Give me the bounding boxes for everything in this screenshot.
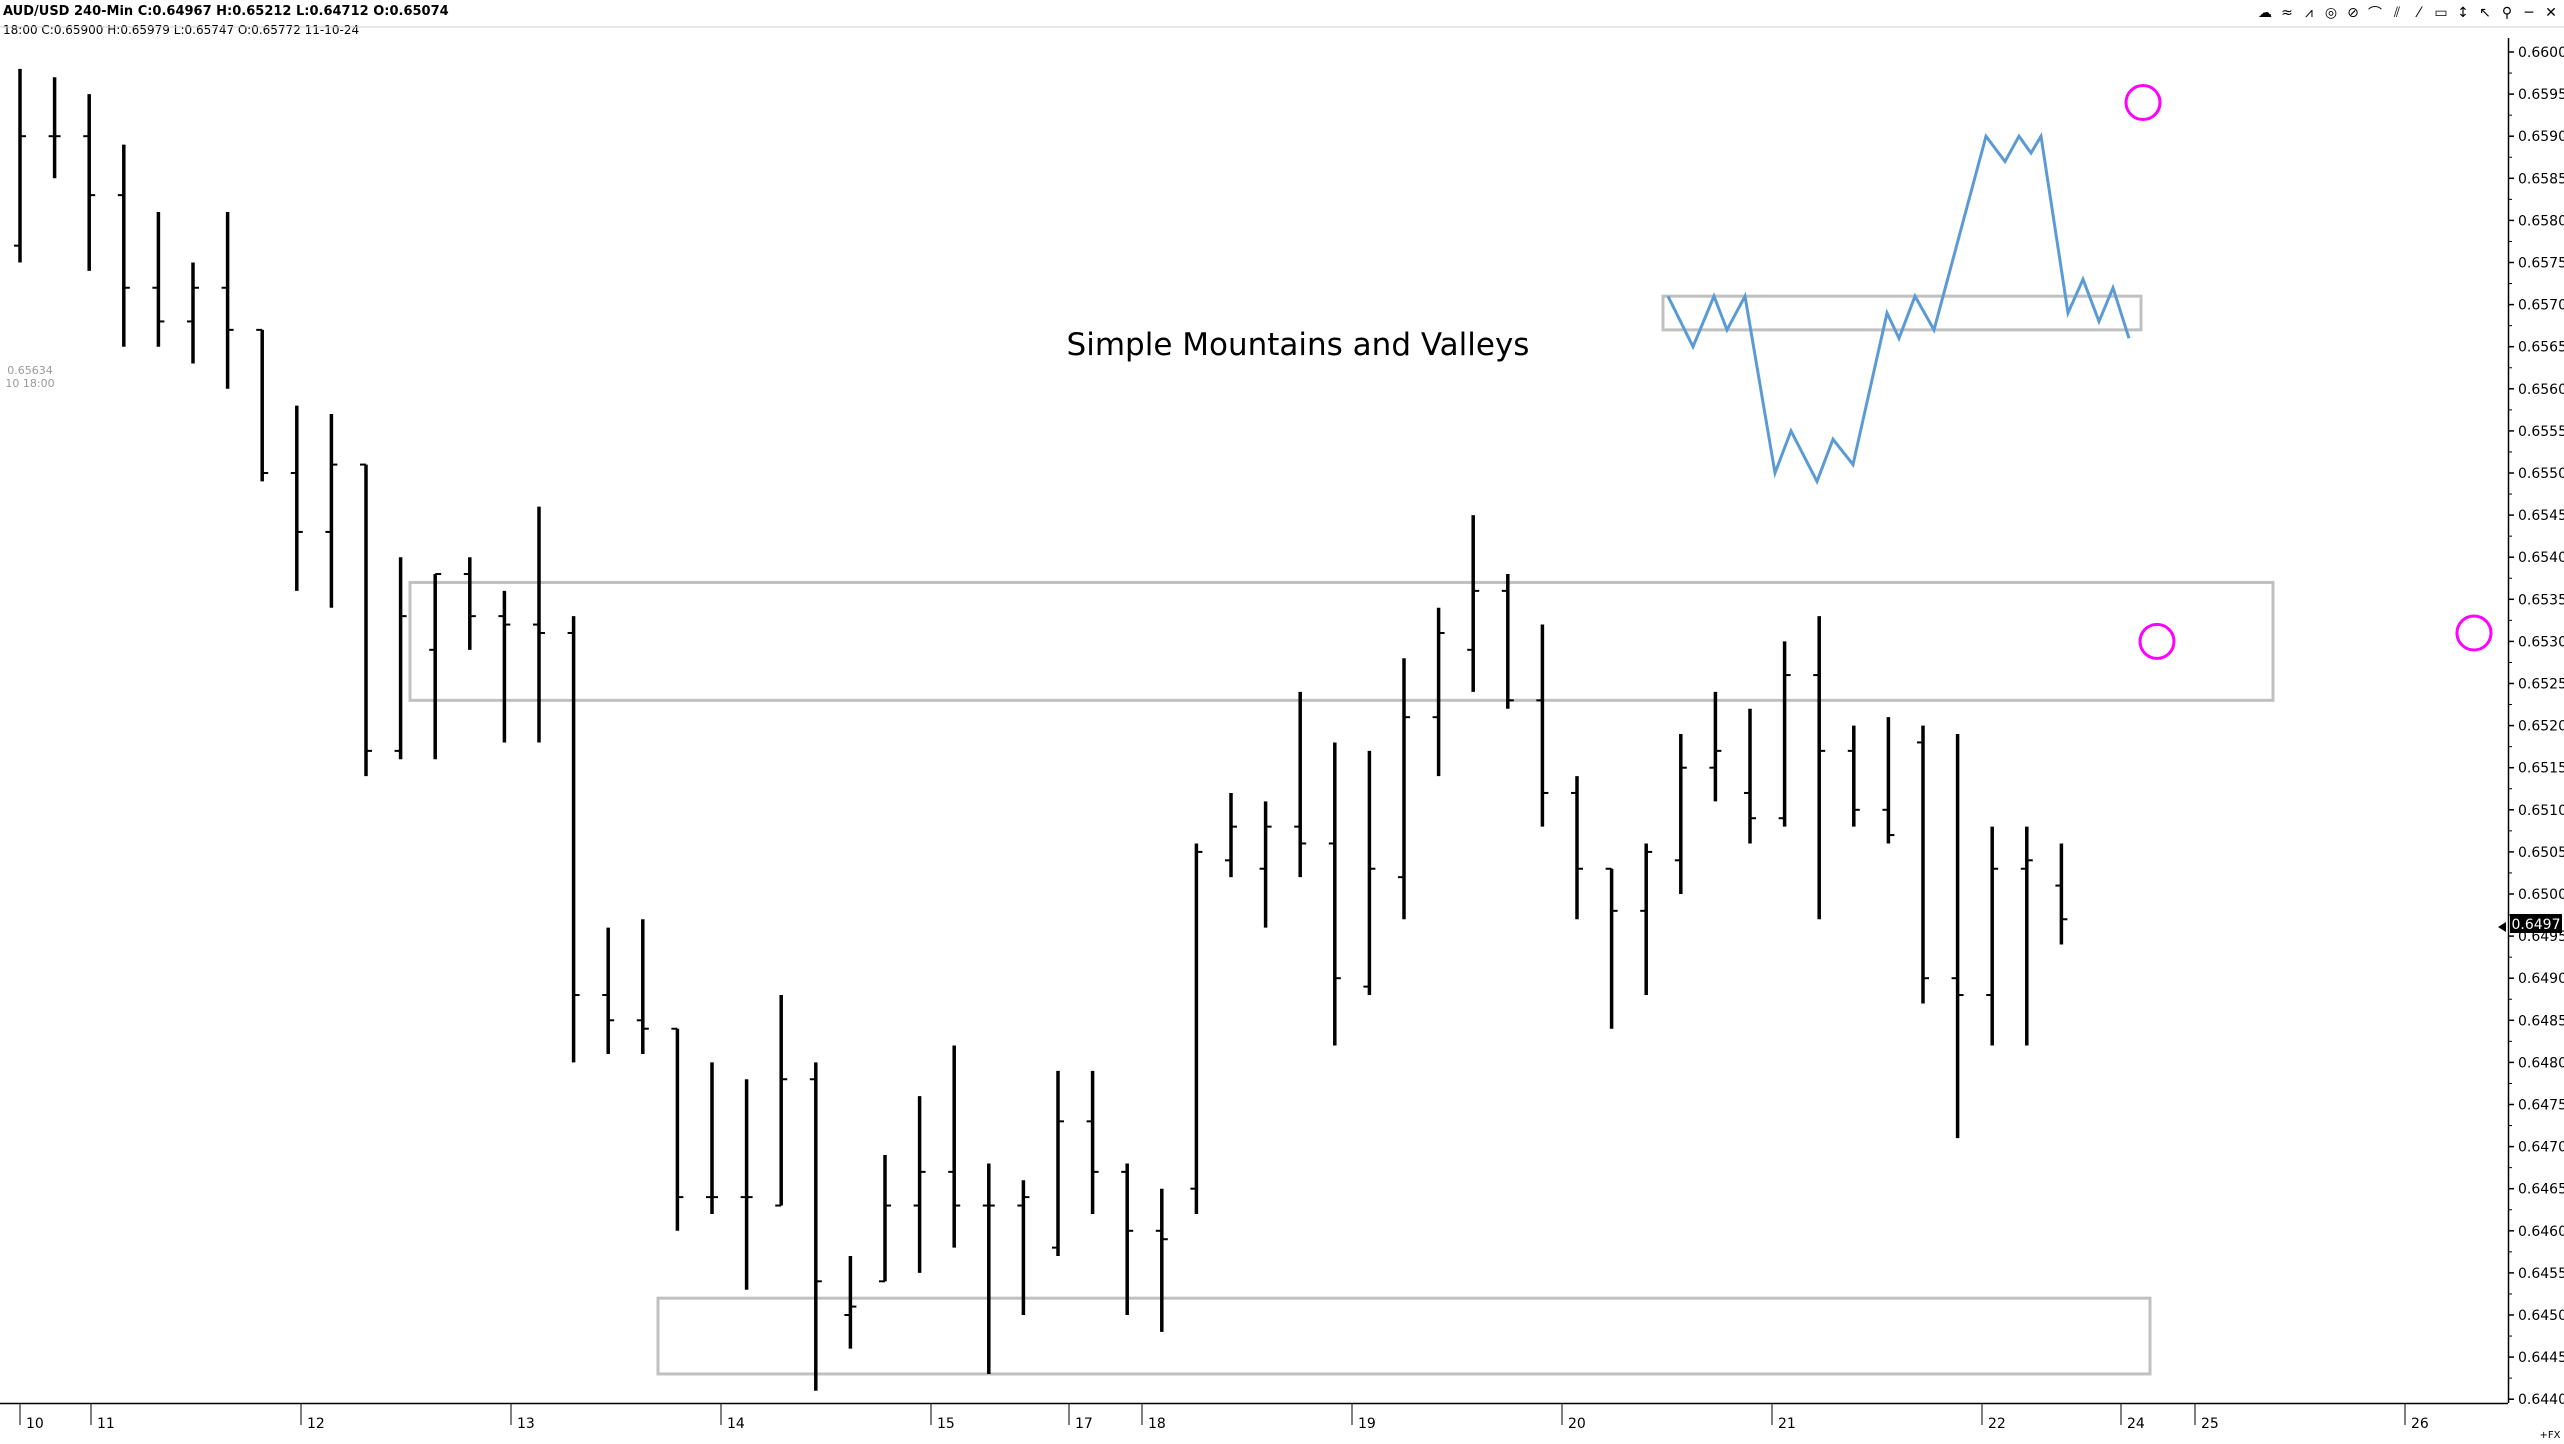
price-label: 0.6505 [2518,845,2564,861]
cursor-time-label: 10 18:00 [5,377,54,390]
price-label: 0.6470 [2518,1140,2564,1156]
pen-icon[interactable]: ⁄ [2417,5,2421,21]
price-label: 0.6440 [2518,1392,2564,1408]
current-price-label: 0.6497 [2512,917,2561,933]
time-label: 24 [2127,1416,2145,1432]
price-label: 0.6565 [2518,340,2564,356]
annotation-text: Simple Mountains and Valleys [1067,327,1530,363]
time-label: 11 [97,1416,115,1432]
symbol-info-line: AUD/USD 240-Min C:0.64967 H:0.65212 L:0.… [3,4,449,19]
arrow-icon[interactable]: ↕ [2457,5,2469,21]
price-label: 0.6530 [2518,634,2564,650]
trendline-icon[interactable]: ⌒ [2368,6,2382,22]
time-label: 26 [2411,1416,2429,1432]
current-price-marker: 0.6497 [2498,914,2562,933]
line-icon[interactable]: ⊘ [2347,5,2359,21]
time-label: 12 [307,1416,325,1432]
price-label: 0.6575 [2518,256,2564,272]
price-label: 0.6520 [2518,719,2564,735]
indicators-icon[interactable]: ≈ [2281,5,2293,21]
time-label: 10 [26,1416,44,1432]
price-label: 0.6495 [2518,929,2564,945]
time-label: 22 [1988,1416,2006,1432]
price-label: 0.6485 [2518,1013,2564,1029]
price-label: 0.6480 [2518,1055,2564,1071]
target-circle [2138,622,2176,660]
price-label: 0.6525 [2518,677,2564,693]
time-label: 20 [1568,1416,1586,1432]
target-circle [2455,614,2493,652]
price-label: 0.6460 [2518,1224,2564,1240]
time-label: 15 [937,1416,955,1432]
price-label: 0.6545 [2518,508,2564,524]
cursor-price-label: 0.65634 [7,364,53,377]
time-label: 13 [517,1416,535,1432]
minimize-icon[interactable]: ─ [2524,5,2534,21]
price-label: 0.6445 [2518,1350,2564,1366]
target-circles [2124,84,2493,660]
price-label: 0.6500 [2518,887,2564,903]
price-label: 0.6450 [2518,1308,2564,1324]
price-label: 0.6455 [2518,1266,2564,1282]
price-label: 0.6555 [2518,424,2564,440]
axis-corner [2509,1403,2564,1444]
time-label: 18 [1148,1416,1166,1432]
schematic-line [1666,131,2131,486]
price-label: 0.6600 [2518,45,2564,61]
target-icon[interactable]: ◎ [2324,5,2338,21]
price-label: 0.6475 [2518,1098,2564,1114]
chart-toolbar: ☁ ≈ ⩘ ◎ ⊘ ⌒ ⫽ ⁄ ▭ ↕ ↖ ⚲ ─ ✕ [2256,2,2560,24]
time-label: 21 [1778,1416,1796,1432]
target-circle [2124,84,2162,122]
price-label: 0.6580 [2518,213,2564,229]
time-axis: 10 11 12 13 14 15 17 18 19 20 21 22 24 25 26 [19,1403,2429,1432]
price-label: 0.6550 [2518,466,2564,482]
price-zone [656,1296,2152,1376]
price-label: 0.6465 [2518,1182,2564,1198]
highlight-icon[interactable]: ▭ [2434,5,2448,21]
bar-info-line: 18:00 C:0.65900 H:0.65979 L:0.65747 O:0.… [3,23,359,37]
cursor-icon[interactable]: ↖ [2479,5,2491,21]
price-label: 0.6540 [2518,550,2564,566]
price-label: 0.6510 [2518,803,2564,819]
price-label: 0.6490 [2518,971,2564,987]
time-label: 17 [1075,1416,1093,1432]
support-resistance-zones [408,580,2275,1376]
price-label: 0.6585 [2518,171,2564,187]
fib-icon[interactable]: ⫽ [2393,5,2401,21]
price-label: 0.6515 [2518,761,2564,777]
time-label: 19 [1358,1416,1376,1432]
price-zone [408,580,2275,702]
close-icon[interactable]: ✕ [2545,5,2557,21]
price-label: 0.6570 [2518,298,2564,314]
drawing-icon[interactable]: ⩘ [2305,5,2313,21]
chart-type-icon[interactable]: ☁ [2258,5,2272,21]
price-label: 0.6590 [2518,129,2564,145]
price-label: 0.6595 [2518,87,2564,103]
axis-footer-label: +FX [2540,1430,2561,1441]
time-label: 14 [727,1416,745,1432]
pitchfork-icon[interactable]: ⚲ [2501,5,2513,21]
mountains-valleys-schematic [1661,131,2143,486]
price-axis: 0.6600 0.6595 0.6590 0.6585 0.6580 0.6575 0.65… [2508,45,2564,1408]
time-label: 25 [2201,1416,2219,1432]
ohlc-bars [14,68,2068,1391]
price-label: 0.6535 [2518,592,2564,608]
price-label: 0.6560 [2518,382,2564,398]
